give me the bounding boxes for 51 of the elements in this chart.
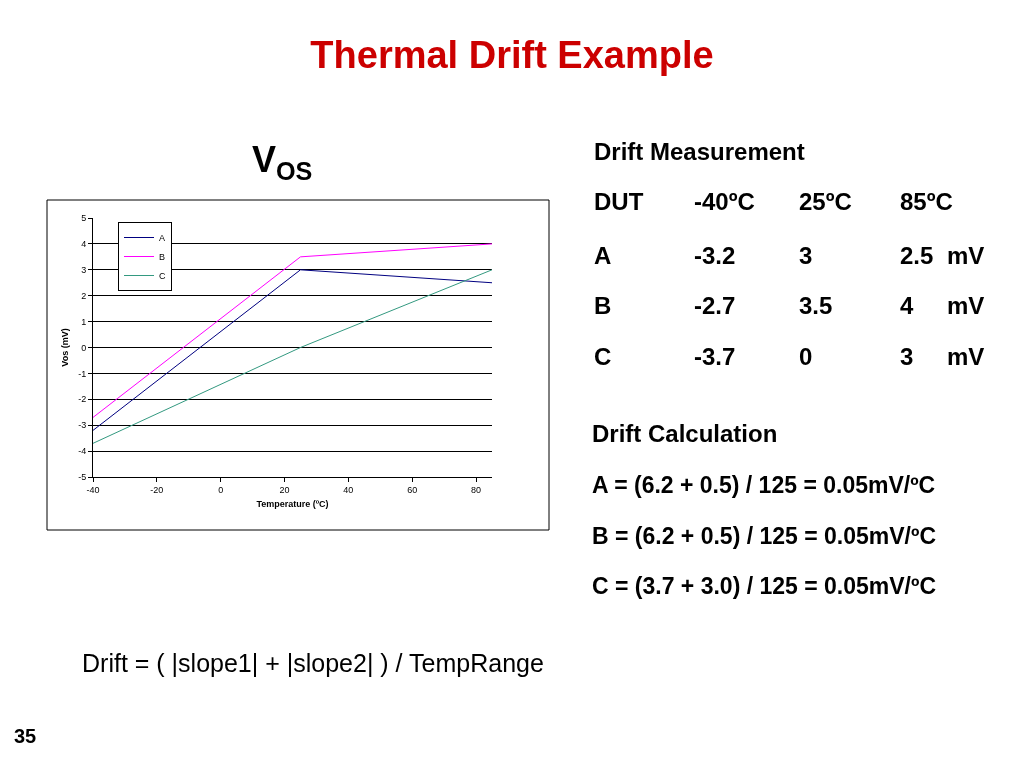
text: mV <box>947 343 985 370</box>
text: A <box>594 242 612 269</box>
text: -3.7 <box>694 343 736 370</box>
text: 3 <box>799 242 813 269</box>
y-tick-label: 1 <box>81 316 87 327</box>
y-tick-label: 0 <box>81 342 87 353</box>
y-axis-title: Vos (mV) <box>59 328 70 367</box>
y-tick-label: -3 <box>78 420 87 431</box>
text: B = (6.2 + 0.5) / 125 = 0.05mV/ºC <box>592 523 937 549</box>
text: C <box>594 343 612 370</box>
text: -40ºC <box>694 188 755 215</box>
text: DUT <box>594 188 644 215</box>
text: 3 <box>900 343 914 370</box>
text: A = (6.2 + 0.5) / 125 = 0.05mV/ºC <box>592 472 936 498</box>
text: 4 <box>900 292 914 319</box>
x-tick-label: 40 <box>343 484 354 495</box>
y-tick-label: 4 <box>81 239 87 250</box>
x-tick-label: -20 <box>150 484 164 495</box>
y-tick-label: -1 <box>78 368 87 379</box>
x-tick-label: 80 <box>471 484 482 495</box>
y-tick-label: 2 <box>81 290 87 301</box>
x-tick-label: -40 <box>86 484 100 495</box>
legend-label: C <box>159 271 166 282</box>
chart-title: Thermal Drift Example <box>310 34 714 77</box>
x-axis-title: Temperature (ºC) <box>256 498 329 509</box>
text: Drift Calculation <box>592 420 778 447</box>
text: 25ºC <box>799 188 852 215</box>
y-tick-label: -2 <box>78 394 87 405</box>
text: Drift Measurement <box>594 138 805 165</box>
y-tick-label: -5 <box>78 472 87 483</box>
x-tick-label: 0 <box>218 484 224 495</box>
y-tick-label: 3 <box>81 264 87 275</box>
text: -3.2 <box>694 242 736 269</box>
text: 35 <box>14 725 37 747</box>
text: B <box>594 292 612 319</box>
text: 85ºC <box>900 188 953 215</box>
chart-subtitle: V$_{OS}$ <box>252 139 313 185</box>
legend-label: A <box>159 233 166 244</box>
text: 2.5 <box>900 242 934 269</box>
text: 3.5 <box>799 292 833 319</box>
legend-label: B <box>159 252 166 263</box>
text: mV <box>947 292 985 319</box>
text: Drift = ( |slope1| + |slope2| ) / TempRange <box>82 649 544 677</box>
y-tick-label: -4 <box>78 446 87 457</box>
x-tick-label: 20 <box>279 484 290 495</box>
text: mV <box>947 242 985 269</box>
x-tick-label: 60 <box>407 484 418 495</box>
text: 0 <box>799 343 813 370</box>
text: C = (3.7 + 3.0) / 125 = 0.05mV/ºC <box>592 573 937 599</box>
y-tick-label: 5 <box>81 213 87 224</box>
text: -2.7 <box>694 292 736 319</box>
